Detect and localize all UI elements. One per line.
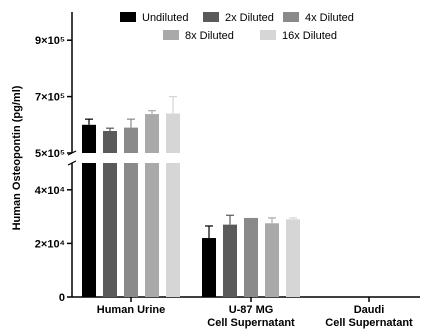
legend-label: 8x Diluted xyxy=(185,30,234,42)
x-category-label: Daudi xyxy=(354,304,385,316)
bar xyxy=(265,223,279,297)
bar xyxy=(166,163,180,297)
bar xyxy=(82,124,96,153)
y-tick-label: 0 xyxy=(59,292,65,304)
bar xyxy=(145,114,159,153)
x-category-label: Human Urine xyxy=(97,304,165,316)
y-tick-label: 9×10⁵ xyxy=(35,35,65,47)
bar xyxy=(82,163,96,297)
legend-label: 4x Diluted xyxy=(305,12,354,24)
legend: Undiluted 2x Diluted 4x Diluted 8x Diluted 1… xyxy=(120,12,354,42)
y-tick-label: 5×10⁵ xyxy=(35,148,65,160)
y-axis-label: Human Osteopontin (pg/ml) xyxy=(11,85,23,230)
bar xyxy=(103,163,117,297)
y-tick-label: 4×10⁴ xyxy=(35,185,65,197)
legend-swatch xyxy=(203,12,219,22)
legend-swatch xyxy=(283,12,299,22)
legend-swatch xyxy=(120,12,136,22)
bar xyxy=(166,113,180,153)
bar xyxy=(244,217,258,297)
bar xyxy=(103,131,117,153)
bar xyxy=(124,163,138,297)
bar xyxy=(223,224,237,297)
legend-label: Undiluted xyxy=(142,12,188,24)
bar xyxy=(286,219,300,297)
legend-swatch xyxy=(260,30,276,40)
bar xyxy=(145,163,159,297)
bars xyxy=(82,95,300,297)
bar xyxy=(124,127,138,153)
legend-label: 2x Diluted xyxy=(225,12,274,24)
y-tick-label: 7×10⁵ xyxy=(35,92,65,104)
x-category-label-line2: Cell Supernatant xyxy=(207,317,295,329)
legend-swatch xyxy=(163,30,179,40)
legend-label: 16x Diluted xyxy=(282,30,337,42)
y-tick-label: 2×10⁴ xyxy=(35,238,65,250)
x-category-label-line2: Cell Supernatant xyxy=(325,317,413,329)
axis-break-mark xyxy=(67,160,77,166)
bar xyxy=(202,238,216,297)
x-category-label: U-87 MG xyxy=(229,304,274,316)
